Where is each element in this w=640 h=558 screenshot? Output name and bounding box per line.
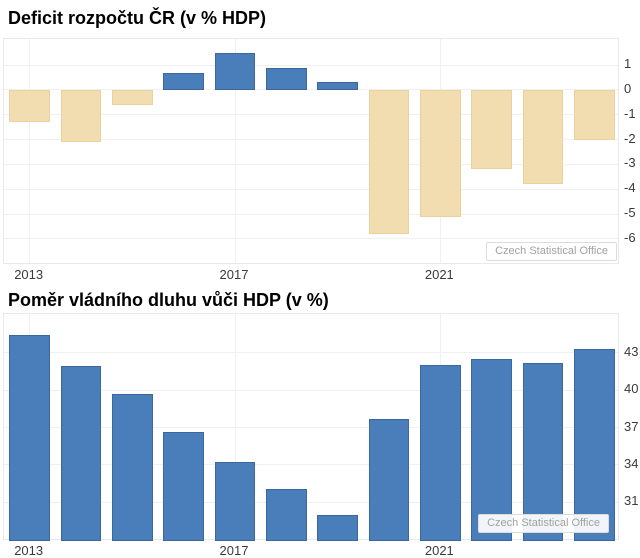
deficit-gridline-h--6 — [4, 238, 618, 240]
deficit-x-axis-label-2017: 2017 — [219, 267, 249, 282]
deficit-gridline-h--1 — [4, 114, 618, 116]
debt-bar-2022[interactable] — [471, 358, 512, 541]
debt-bar-2024[interactable] — [574, 348, 615, 541]
deficit-bar-2018[interactable] — [266, 67, 307, 90]
deficit-y-axis-label--6: -6 — [624, 229, 636, 245]
debt-x-axis-label-2017: 2017 — [219, 543, 249, 558]
debt-gridline-h-37 — [4, 427, 618, 428]
debt-y-axis-label-37: 37 — [624, 418, 639, 434]
deficit-bar-2020[interactable] — [368, 89, 410, 234]
debt-gridline-h-31 — [4, 501, 618, 503]
deficit-bar-2019[interactable] — [317, 82, 358, 90]
deficit-gridline-h-0 — [4, 89, 618, 91]
deficit-y-axis-label--5: -5 — [624, 205, 636, 221]
deficit-bar-2013[interactable] — [9, 89, 50, 123]
deficit-y-axis-label--4: -4 — [624, 180, 636, 196]
deficit-gridline-v-2017 — [234, 39, 236, 263]
deficit-y-axis-label--3: -3 — [624, 155, 636, 171]
deficit-bar-2023[interactable] — [522, 89, 564, 185]
debt-bar-2016[interactable] — [163, 432, 204, 541]
deficit-gridline-h--3 — [4, 163, 618, 165]
deficit-chart-title: Deficit rozpočtu ČR (v % HDP) — [8, 8, 267, 28]
deficit-chart-plot-area: Czech Statistical Office — [3, 38, 619, 264]
deficit-x-axis-label-2021: 2021 — [424, 267, 454, 282]
deficit-bar-2024[interactable] — [574, 89, 615, 140]
debt-chart-title: Poměr vládního dluhu vůči HDP (v %) — [8, 290, 329, 310]
debt-bar-2013[interactable] — [9, 335, 50, 541]
deficit-gridline-h--5 — [4, 213, 618, 215]
debt-bar-2021[interactable] — [420, 365, 461, 541]
deficit-bar-2017[interactable] — [214, 52, 256, 90]
debt-gridline-h-43 — [4, 352, 618, 354]
deficit-y-axis-label-0: 0 — [624, 80, 632, 96]
debt-chart-plot-area: Czech Statistical Office — [3, 313, 619, 541]
debt-y-axis-label-43: 43 — [624, 343, 639, 359]
deficit-bar-2016[interactable] — [163, 72, 204, 90]
debt-bar-2023[interactable] — [522, 362, 564, 541]
debt-bar-2020[interactable] — [368, 418, 410, 541]
debt-bar-2014[interactable] — [60, 366, 102, 541]
debt-x-axis-label-2021: 2021 — [424, 543, 454, 558]
deficit-gridline-h--2 — [4, 139, 618, 141]
debt-gridline-v-2017 — [234, 314, 236, 539]
debt-bar-2017[interactable] — [214, 462, 256, 541]
debt-x-axis-label-2013: 2013 — [14, 543, 44, 558]
deficit-y-axis-label--2: -2 — [624, 130, 636, 146]
deficit-gridline-h--4 — [4, 188, 618, 190]
deficit-bar-2021[interactable] — [420, 89, 461, 217]
debt-source-credit[interactable]: Czech Statistical Office — [478, 514, 609, 533]
deficit-bar-2022[interactable] — [471, 89, 512, 170]
debt-y-axis-label-31: 31 — [624, 493, 639, 509]
deficit-x-axis-label-2013: 2013 — [14, 267, 44, 282]
deficit-source-credit[interactable]: Czech Statistical Office — [486, 242, 617, 261]
debt-bar-2019[interactable] — [317, 514, 358, 541]
debt-bar-2015[interactable] — [112, 393, 153, 541]
deficit-y-axis-label--1: -1 — [624, 105, 636, 121]
debt-y-axis-label-40: 40 — [624, 381, 639, 397]
deficit-bar-2014[interactable] — [60, 89, 102, 143]
deficit-gridline-v-2013 — [29, 39, 31, 263]
debt-bar-2018[interactable] — [266, 488, 307, 541]
deficit-bar-2015[interactable] — [112, 89, 153, 105]
debt-y-axis-label-34: 34 — [624, 455, 639, 471]
debt-gridline-h-40 — [4, 389, 618, 391]
deficit-gridline-h-1 — [4, 64, 618, 66]
deficit-y-axis-label-1: 1 — [624, 56, 632, 72]
debt-gridline-h-34 — [4, 464, 618, 466]
